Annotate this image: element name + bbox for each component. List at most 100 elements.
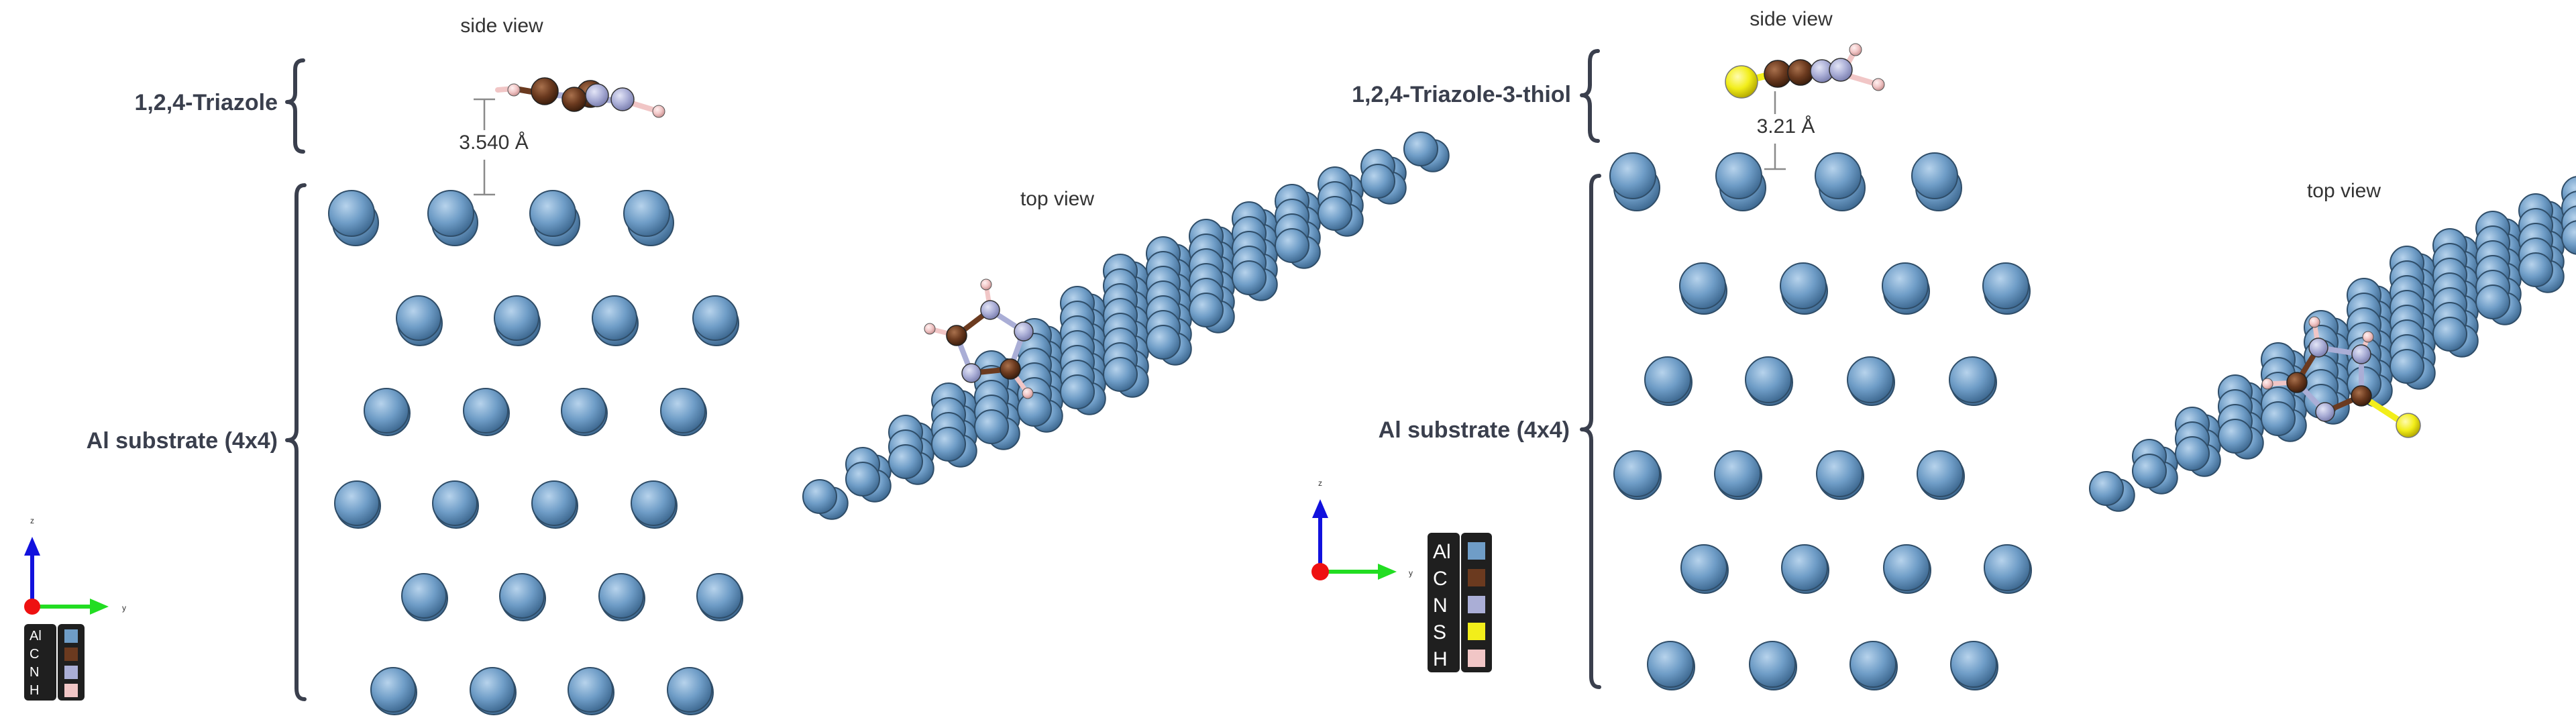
al-atom [1982, 262, 2029, 309]
left-distance-marker: 3.540 Å [459, 98, 529, 196]
al-atom [692, 295, 738, 341]
legend-row-n: N [1433, 595, 1485, 617]
svg-text:H: H [1433, 648, 1448, 670]
al-atom [1781, 544, 1828, 591]
right-molecule-brace [1580, 49, 1600, 143]
left-molecule-brace [285, 58, 305, 154]
al-atom [1360, 164, 1395, 199]
al-atom [401, 573, 447, 619]
al-atom [2518, 252, 2553, 287]
svg-text:Al: Al [1433, 541, 1451, 563]
al-atom [1815, 152, 1862, 199]
legend-row-s: S [1433, 621, 1485, 643]
right-side-view-title: side view [1750, 8, 1833, 30]
al-atom [1275, 228, 1309, 263]
al-atom [334, 480, 380, 526]
al-atom [1644, 356, 1691, 403]
al-atom [2218, 419, 2253, 454]
right-substrate-brace [1580, 174, 1601, 689]
left-substrate-label: Al substrate (4x4) [87, 428, 278, 454]
al-atom [1232, 260, 1267, 295]
al-atom [2561, 220, 2576, 255]
al-atom [2432, 317, 2467, 352]
al-atom [1189, 293, 1224, 327]
al-atom [328, 190, 375, 237]
left-side-molecule [495, 77, 665, 118]
legend-row-al: Al [1433, 541, 1485, 563]
right-axis-y-label: y [1409, 568, 1413, 578]
al-atom [1715, 152, 1762, 199]
right-molecule-label: 1,2,4-Triazole-3-thiol [1352, 82, 1571, 107]
left-element-legend: Al C N H [24, 624, 85, 701]
right-panel: side view 1,2,4-Triazole-3-thiol Al subs… [1311, 8, 2576, 690]
al-atom [631, 480, 676, 526]
left-axis-z-label: z [30, 516, 34, 525]
al-atom [696, 573, 742, 619]
legend-row-c: C [30, 647, 78, 662]
right-top-view-title: top view [2307, 180, 2381, 202]
left-side-view-atoms [328, 190, 743, 715]
left-side-view-title: side view [460, 15, 543, 37]
legend-row-h: H [30, 683, 78, 698]
al-atom [1745, 356, 1792, 403]
al-atom [1647, 641, 1694, 688]
al-atom [1146, 325, 1181, 360]
al-atom [1949, 356, 1996, 403]
left-panel: side view 1,2,4-Triazole Al substrate (4… [24, 15, 1450, 715]
al-atom [1103, 357, 1138, 392]
al-atom [667, 667, 712, 713]
al-atom [1714, 450, 1761, 497]
al-atom [470, 667, 515, 713]
al-atom [1847, 356, 1894, 403]
svg-text:N: N [1433, 595, 1448, 617]
legend-row-h: H [1433, 648, 1485, 670]
al-atom [2475, 285, 2510, 319]
al-atom [499, 573, 545, 619]
al-atom [2132, 454, 2167, 488]
al-atom [2175, 436, 2210, 471]
al-atom [1917, 450, 1964, 497]
svg-text:N: N [30, 665, 39, 680]
al-atom [1883, 544, 1930, 591]
al-atom [592, 295, 637, 341]
al-atom [1017, 392, 1052, 427]
right-axes-triad: z y [1311, 478, 1413, 580]
al-atom [531, 480, 577, 526]
right-axis-z-label: z [1318, 478, 1322, 488]
al-atom [561, 388, 606, 433]
al-atom [1950, 641, 1997, 688]
al-atom [1882, 262, 1929, 309]
left-axis-y-label: y [122, 603, 126, 613]
al-atom [1403, 132, 1438, 166]
al-atom [2261, 401, 2296, 436]
legend-row-al: Al [30, 629, 78, 643]
left-molecule-label: 1,2,4-Triazole [134, 90, 278, 115]
al-atom [888, 444, 923, 479]
al-atom [529, 190, 576, 237]
al-atom [974, 409, 1009, 444]
al-atom [396, 295, 441, 341]
al-atom [1849, 641, 1896, 688]
al-atom [598, 573, 644, 619]
right-side-molecule [1725, 43, 1885, 99]
al-atom [1816, 450, 1863, 497]
legend-row-n: N [30, 665, 78, 680]
legend-row-c: C [1433, 568, 1485, 590]
al-atom [845, 462, 880, 497]
right-distance-marker: 3.21 Å [1757, 91, 1815, 170]
al-atom [427, 190, 474, 237]
left-axes-triad: z y [24, 516, 126, 615]
svg-text:C: C [30, 647, 39, 662]
svg-text:S: S [1433, 621, 1446, 643]
left-top-molecule [924, 278, 1034, 399]
svg-text:Al: Al [30, 629, 42, 643]
al-atom [1679, 262, 1726, 309]
al-atom [2089, 471, 2124, 506]
al-atom [931, 427, 966, 462]
al-atom [1318, 196, 1352, 231]
left-top-view-atoms [802, 132, 1450, 520]
al-atom [660, 388, 706, 433]
right-side-view-atoms [1609, 152, 2032, 690]
svg-text:H: H [30, 683, 39, 698]
